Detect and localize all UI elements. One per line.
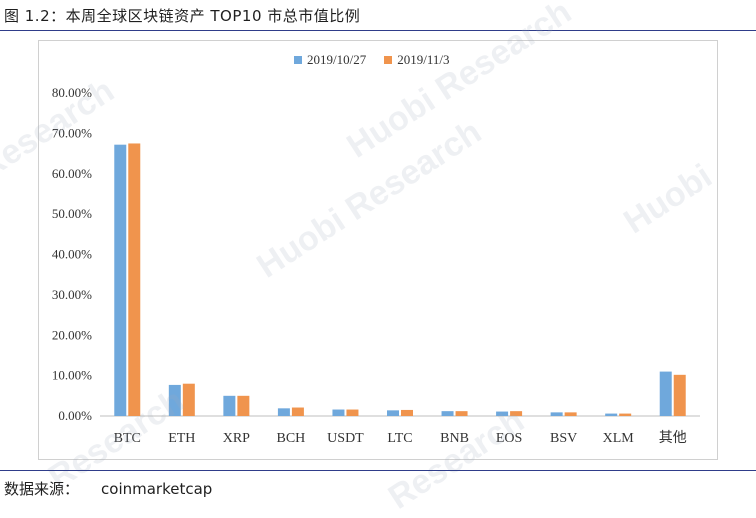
bar-ltc-series-1 (387, 410, 399, 416)
bar-其他-series-1 (659, 371, 672, 416)
x-tick-label: XLM (603, 431, 635, 446)
bar-bch-series-2 (291, 407, 304, 416)
bar-xrp-series-2 (237, 395, 250, 416)
figure-title: 图 1.2：本周全球区块链资产 TOP10 市总市值比例 (4, 7, 361, 25)
y-tick-label: 20.00% (52, 327, 92, 342)
bar-bsv-series-1 (550, 412, 563, 416)
bar-btc-series-2 (128, 143, 141, 416)
bar-eos-series-2 (510, 411, 523, 416)
legend-item-series-2: 2019/11/3 (384, 52, 449, 68)
source-line: 数据来源： coinmarketcap (4, 478, 212, 499)
x-tick-label: XRP (223, 431, 250, 446)
bar-bnb-series-1 (441, 411, 454, 416)
y-tick-label: 80.00% (52, 85, 92, 100)
bottom-divider (0, 470, 756, 471)
chart-frame (38, 40, 718, 460)
bar-xrp-series-1 (223, 395, 236, 416)
x-tick-label: USDT (327, 431, 364, 446)
x-tick-label: BCH (277, 431, 306, 446)
y-tick-label: 0.00% (58, 408, 92, 423)
y-tick-label: 40.00% (52, 247, 92, 262)
top-divider (0, 30, 756, 31)
y-tick-label: 30.00% (52, 287, 92, 302)
x-tick-label: BNB (440, 431, 469, 446)
x-tick-label: ETH (168, 431, 195, 446)
y-tick-label: 10.00% (52, 368, 92, 383)
x-tick-label: 其他 (659, 430, 687, 446)
source-label: 数据来源： (4, 480, 80, 498)
legend-swatch-series-2 (384, 56, 393, 64)
y-tick-label: 70.00% (52, 125, 92, 140)
bar-bch-series-1 (277, 408, 290, 416)
y-tick-label: 60.00% (52, 166, 92, 181)
bar-eth-series-2 (182, 383, 195, 416)
y-tick-label: 50.00% (52, 206, 92, 221)
legend-item-series-1: 2019/10/27 (294, 52, 366, 68)
bar-usdt-series-2 (346, 409, 359, 416)
legend-label-series-2: 2019/11/3 (397, 52, 450, 67)
bar-xlm-series-1 (605, 413, 618, 416)
bar-ltc-series-2 (401, 409, 413, 416)
bar-其他-series-2 (673, 374, 686, 416)
bar-chart: 0.00% 10.00% 20.00% 30.00% 40.00% 50.00% 60.00… (52, 85, 700, 446)
x-tick-label: BTC (114, 431, 141, 446)
bar-usdt-series-1 (332, 409, 345, 416)
bar-eth-series-1 (168, 384, 181, 416)
x-tick-label: LTC (387, 431, 412, 446)
x-tick-label: BSV (550, 431, 577, 446)
bar-bsv-series-2 (564, 412, 577, 416)
legend-swatch-series-1 (294, 56, 302, 64)
bar-btc-series-1 (114, 144, 127, 416)
bar-bnb-series-2 (455, 411, 468, 416)
x-tick-label: EOS (496, 431, 522, 446)
legend-label-series-1: 2019/10/27 (307, 52, 367, 67)
chart-legend: 2019/10/27 2019/11/3 (294, 52, 467, 68)
bar-eos-series-1 (496, 411, 509, 416)
bar-xlm-series-2 (619, 413, 632, 416)
source-value: coinmarketcap (101, 480, 213, 498)
